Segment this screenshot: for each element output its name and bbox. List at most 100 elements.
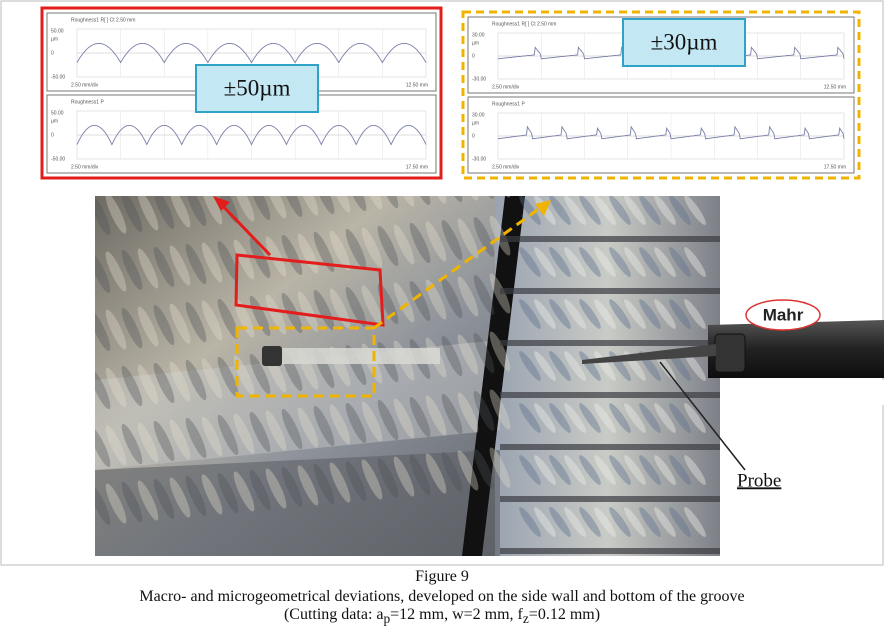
texture — [329, 404, 351, 445]
texture — [489, 447, 511, 488]
texture — [95, 196, 111, 236]
texture — [393, 224, 415, 265]
texture — [639, 455, 661, 485]
texture — [684, 247, 706, 277]
texture — [669, 299, 691, 329]
texture — [137, 480, 159, 521]
unit-label: µm — [472, 40, 479, 46]
texture — [425, 453, 447, 494]
y-top-label: 30.00 — [472, 32, 485, 38]
texture — [281, 196, 303, 218]
texture — [345, 228, 367, 270]
groove — [500, 548, 720, 554]
texture — [121, 365, 143, 407]
texture — [534, 299, 556, 329]
texture — [609, 299, 631, 329]
y-bottom-label: -30.00 — [472, 76, 486, 82]
texture — [684, 351, 706, 381]
texture — [519, 299, 541, 329]
texture — [489, 389, 511, 430]
texture — [217, 472, 239, 514]
texture — [684, 507, 706, 537]
caption-text: =12 mm, w=2 mm, f — [390, 606, 523, 623]
texture — [473, 216, 495, 258]
texture — [654, 299, 676, 329]
texture — [579, 299, 601, 329]
x-scale-label: 2.50 mm/div — [492, 164, 520, 170]
texture — [169, 303, 191, 344]
zero-label: 0 — [51, 132, 54, 138]
tolerance-label: ±30µm — [651, 29, 718, 54]
texture — [639, 507, 661, 537]
texture — [265, 196, 287, 219]
roughness-panel: Roughness1 R[ ] Ct 2.50 mm 30.00 µm 0 -30.00… — [461, 10, 861, 180]
texture — [137, 306, 159, 347]
texture — [137, 248, 159, 289]
x-scale-label: 2.50 mm/div — [492, 84, 520, 90]
texture — [233, 413, 255, 454]
probe-background — [720, 380, 884, 405]
texture — [217, 240, 239, 282]
texture — [425, 279, 447, 320]
texture — [153, 304, 175, 346]
zero-label: 0 — [472, 53, 475, 59]
texture — [377, 225, 399, 267]
texture — [95, 252, 111, 294]
texture — [564, 247, 586, 277]
texture — [519, 455, 541, 485]
texture — [281, 466, 303, 508]
texture — [519, 507, 541, 537]
texture — [654, 196, 676, 225]
chart-title: Roughness1 R[ ] Ct 2.50 mm — [71, 17, 135, 23]
texture — [549, 507, 571, 537]
texture — [425, 221, 447, 262]
texture — [297, 465, 319, 506]
texture — [393, 398, 415, 439]
texture — [105, 483, 127, 524]
texture — [534, 247, 556, 277]
texture — [579, 351, 601, 381]
texture — [201, 474, 223, 515]
texture — [185, 301, 207, 343]
texture — [441, 277, 463, 319]
texture — [95, 368, 111, 410]
texture — [345, 460, 367, 502]
texture — [377, 196, 399, 209]
texture — [564, 455, 586, 485]
texture — [377, 457, 399, 499]
unit-label: µm — [51, 36, 58, 42]
texture — [624, 403, 646, 433]
texture — [297, 196, 319, 216]
tolerance-label: ±50µm — [224, 75, 291, 100]
texture — [594, 299, 616, 329]
texture — [594, 507, 616, 537]
yellow-arrow — [373, 206, 541, 330]
texture — [594, 403, 616, 433]
chart-title: Roughness1 P — [492, 101, 525, 107]
texture — [441, 393, 463, 435]
texture — [121, 481, 143, 523]
texture — [313, 289, 335, 331]
texture — [534, 507, 556, 537]
texture — [519, 351, 541, 381]
texture — [669, 507, 691, 537]
texture — [169, 361, 191, 402]
texture — [609, 196, 631, 225]
texture — [457, 276, 479, 317]
texture — [265, 236, 287, 277]
caption-text: (Cutting data: a — [283, 606, 384, 623]
texture — [185, 359, 207, 401]
texture — [95, 310, 111, 352]
caption-text: =0.12 mm) — [528, 606, 601, 623]
roughness-panel: Roughness1 R[ ] Ct 2.50 mm 50.00 µm 0 -50.00… — [40, 6, 443, 180]
texture — [534, 403, 556, 433]
brand-oval — [745, 299, 821, 331]
groove — [500, 444, 720, 450]
texture — [137, 196, 159, 231]
texture — [457, 392, 479, 433]
texture — [441, 335, 463, 377]
texture — [564, 351, 586, 381]
texture — [329, 230, 351, 271]
zero-label: 0 — [472, 133, 475, 139]
texture — [313, 231, 335, 273]
